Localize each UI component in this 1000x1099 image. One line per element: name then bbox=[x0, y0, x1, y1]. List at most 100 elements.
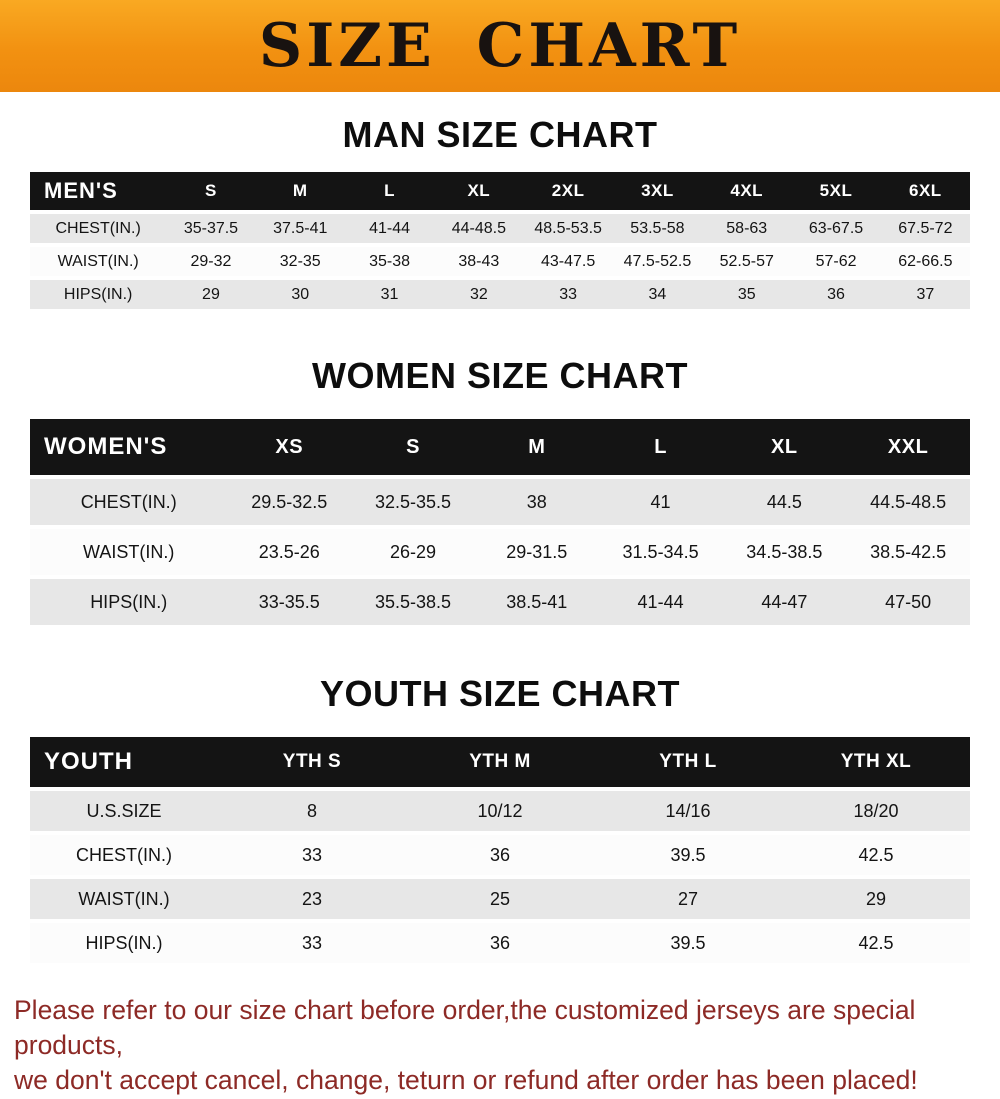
column-header: YTH L bbox=[659, 751, 717, 772]
size-value-cell: 37 bbox=[916, 285, 935, 303]
table-row: HIPS(IN.) 33-35.5 35.5-38.5 38.5-41 41-44 44-… bbox=[30, 579, 970, 625]
youth-size-table: YOUTH YTH S YTH M YTH L YTH XL U.S.SIZE 8 10/1… bbox=[30, 733, 970, 967]
size-value-cell: 26-29 bbox=[390, 541, 437, 562]
table-corner-label: MEN'S bbox=[44, 178, 118, 203]
size-value-cell: 25 bbox=[489, 888, 511, 909]
column-header: L bbox=[654, 435, 667, 458]
column-header: M bbox=[292, 181, 308, 200]
youth-size-section: YOUTH SIZE CHART YOUTH YTH S YTH M YTH L YTH… bbox=[0, 673, 1000, 967]
size-value-cell: 14/16 bbox=[665, 800, 711, 821]
banner: SIZE CHART bbox=[0, 0, 1000, 92]
size-value-cell: 44.5-48.5 bbox=[870, 491, 947, 512]
women-size-section: WOMEN SIZE CHART WOMEN'S XS S M L XL XXL CHEST… bbox=[0, 355, 1000, 629]
table-header-row: WOMEN'S XS S M L XL XXL bbox=[30, 419, 970, 475]
row-label: CHEST(IN.) bbox=[55, 219, 141, 237]
size-value-cell: 31 bbox=[380, 285, 399, 303]
size-value-cell: 29 bbox=[865, 888, 887, 909]
size-value-cell: 36 bbox=[489, 844, 511, 865]
size-value-cell: 35-38 bbox=[369, 252, 410, 270]
size-value-cell: 29-32 bbox=[190, 252, 232, 270]
table-row: U.S.SIZE 8 10/12 14/16 18/20 bbox=[30, 791, 970, 831]
size-value-cell: 29-31.5 bbox=[506, 541, 568, 562]
youth-table-head: YOUTH YTH S YTH M YTH L YTH XL bbox=[30, 737, 970, 787]
column-header: YTH XL bbox=[840, 751, 912, 772]
size-value-cell: 33-35.5 bbox=[258, 591, 320, 612]
size-value-cell: 35-37.5 bbox=[183, 219, 239, 237]
size-value-cell: 38.5-41 bbox=[506, 591, 568, 612]
row-label: HIPS(IN.) bbox=[85, 932, 163, 953]
size-value-cell: 47-50 bbox=[885, 591, 932, 612]
women-section-heading: WOMEN SIZE CHART bbox=[312, 355, 688, 396]
size-value-cell: 41 bbox=[650, 491, 671, 512]
column-header: L bbox=[384, 181, 395, 200]
note-line-2: we don't accept cancel, change, teturn o… bbox=[14, 1065, 918, 1096]
size-value-cell: 43-47.5 bbox=[541, 252, 596, 270]
size-value-cell: 27 bbox=[677, 888, 699, 909]
size-value-cell: 29 bbox=[202, 285, 220, 303]
column-header: YTH S bbox=[282, 751, 342, 772]
column-header: XS bbox=[275, 435, 304, 458]
size-value-cell: 42.5 bbox=[858, 844, 894, 865]
size-value-cell: 33 bbox=[559, 285, 578, 303]
size-value-cell: 29.5-32.5 bbox=[251, 491, 328, 512]
row-label: WAIST(IN.) bbox=[83, 541, 175, 562]
table-row: HIPS(IN.) 29 30 31 32 33 34 35 36 37 bbox=[30, 280, 970, 309]
size-value-cell: 31.5-34.5 bbox=[622, 541, 699, 562]
row-label: CHEST(IN.) bbox=[80, 491, 177, 512]
size-value-cell: 44-48.5 bbox=[451, 219, 506, 237]
table-header-row: MEN'S S M L XL 2XL 3XL 4XL 5XL 6XL bbox=[30, 172, 970, 210]
size-value-cell: 38 bbox=[526, 491, 547, 512]
size-value-cell: 32-35 bbox=[279, 252, 321, 270]
size-value-cell: 58-63 bbox=[726, 219, 768, 237]
column-header: 6XL bbox=[908, 181, 942, 200]
column-header: 3XL bbox=[641, 181, 674, 200]
size-value-cell: 41-44 bbox=[369, 219, 410, 237]
footer-note: Please refer to our size chart before or… bbox=[0, 993, 1000, 1099]
size-value-cell: 35 bbox=[737, 285, 756, 303]
column-header: S bbox=[406, 435, 420, 458]
men-size-section: MAN SIZE CHART MEN'S S M L XL 2XL 3XL 4XL 5XL 6XL… bbox=[0, 114, 1000, 313]
men-size-table: MEN'S S M L XL 2XL 3XL 4XL 5XL 6XL CHEST(IN.) 35-3… bbox=[30, 168, 970, 313]
column-header: XXL bbox=[887, 435, 929, 458]
size-value-cell: 35.5-38.5 bbox=[375, 591, 452, 612]
size-value-cell: 44.5 bbox=[766, 491, 802, 512]
size-value-cell: 38-43 bbox=[458, 252, 500, 270]
table-row: WAIST(IN.) 29-32 32-35 35-38 38-43 43-47.5 47.… bbox=[30, 247, 970, 276]
size-value-cell: 42.5 bbox=[858, 932, 894, 953]
row-label: WAIST(IN.) bbox=[57, 252, 139, 270]
women-table-body: CHEST(IN.) 29.5-32.5 32.5-35.5 38 41 44.5 44.5… bbox=[30, 479, 970, 625]
size-value-cell: 33 bbox=[301, 932, 323, 953]
men-table-head: MEN'S S M L XL 2XL 3XL 4XL 5XL 6XL bbox=[30, 172, 970, 210]
size-value-cell: 63-67.5 bbox=[808, 219, 864, 237]
table-row: HIPS(IN.) 33 36 39.5 42.5 bbox=[30, 923, 970, 963]
size-value-cell: 30 bbox=[291, 285, 310, 303]
table-corner-label: WOMEN'S bbox=[44, 433, 168, 460]
size-value-cell: 52.5-57 bbox=[719, 252, 774, 270]
size-value-cell: 53.5-58 bbox=[630, 219, 685, 237]
size-value-cell: 18/20 bbox=[853, 800, 899, 821]
men-table-body: CHEST(IN.) 35-37.5 37.5-41 41-44 44-48.5 48.5… bbox=[30, 214, 970, 309]
size-value-cell: 33 bbox=[301, 844, 323, 865]
size-value-cell: 57-62 bbox=[815, 252, 857, 270]
page-title: SIZE CHART bbox=[258, 11, 742, 81]
row-label: HIPS(IN.) bbox=[63, 285, 133, 303]
size-value-cell: 44-47 bbox=[761, 591, 808, 612]
column-header: 5XL bbox=[819, 181, 853, 200]
size-value-cell: 39.5 bbox=[670, 932, 706, 953]
column-header: 2XL bbox=[551, 181, 585, 200]
table-row: CHEST(IN.) 33 36 39.5 42.5 bbox=[30, 835, 970, 875]
table-row: CHEST(IN.) 35-37.5 37.5-41 41-44 44-48.5 48.5… bbox=[30, 214, 970, 243]
size-value-cell: 32.5-35.5 bbox=[375, 491, 452, 512]
youth-table-body: U.S.SIZE 8 10/12 14/16 18/20 CHEST(IN.) 33 36 39… bbox=[30, 791, 970, 963]
size-value-cell: 32 bbox=[469, 285, 488, 303]
column-header: YTH M bbox=[469, 751, 531, 772]
women-table-head: WOMEN'S XS S M L XL XXL bbox=[30, 419, 970, 475]
table-corner-label: YOUTH bbox=[44, 748, 133, 775]
table-row: WAIST(IN.) 23.5-26 26-29 29-31.5 31.5-34.5 34… bbox=[30, 529, 970, 575]
size-value-cell: 37.5-41 bbox=[273, 219, 328, 237]
size-value-cell: 34 bbox=[648, 285, 667, 303]
row-label: WAIST(IN.) bbox=[78, 888, 170, 909]
row-label: HIPS(IN.) bbox=[90, 591, 168, 612]
column-header: S bbox=[205, 181, 217, 200]
